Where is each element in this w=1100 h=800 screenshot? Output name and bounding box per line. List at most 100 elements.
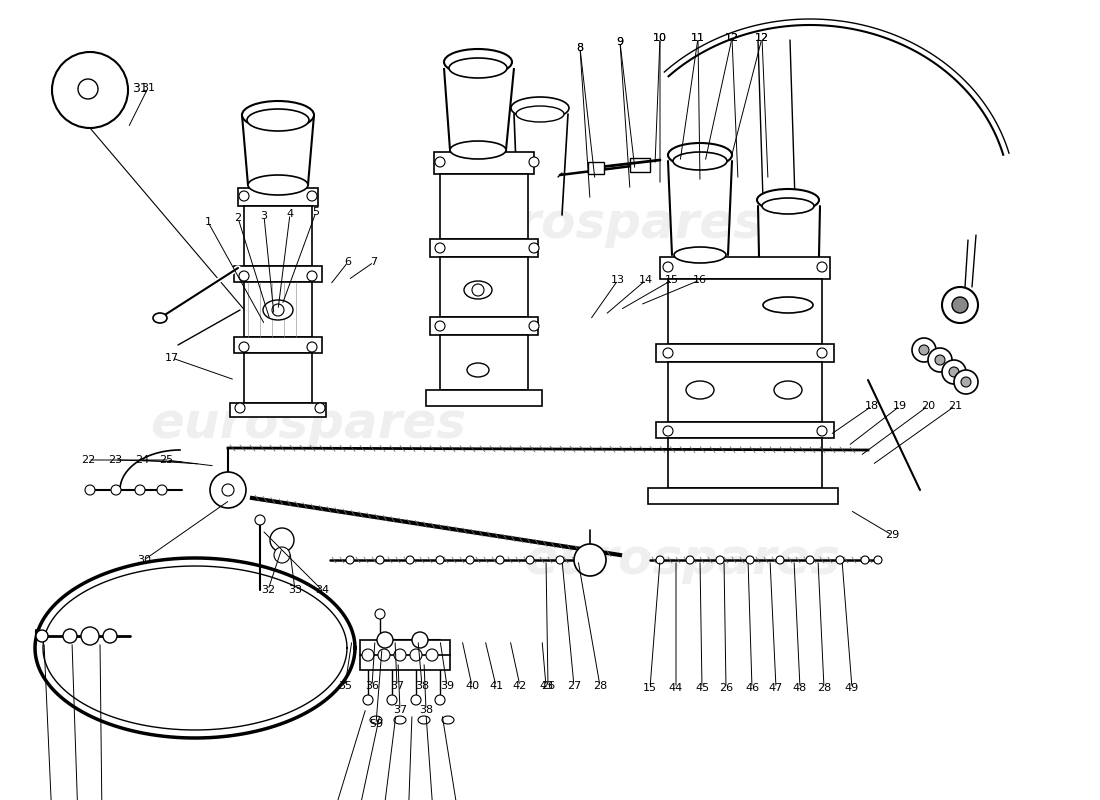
Circle shape — [239, 191, 249, 201]
Bar — [430, 317, 538, 335]
Circle shape — [85, 485, 95, 495]
Text: 10: 10 — [653, 33, 667, 43]
Ellipse shape — [762, 198, 814, 214]
Ellipse shape — [464, 281, 492, 299]
Circle shape — [63, 629, 77, 643]
Text: 32: 32 — [261, 585, 275, 595]
Ellipse shape — [442, 716, 454, 724]
Circle shape — [157, 485, 167, 495]
Circle shape — [942, 287, 978, 323]
Bar — [440, 335, 528, 390]
Circle shape — [81, 627, 99, 645]
Ellipse shape — [512, 97, 569, 119]
Text: 14: 14 — [639, 275, 653, 285]
Text: 39: 39 — [440, 681, 454, 691]
Circle shape — [663, 262, 673, 272]
Circle shape — [434, 157, 446, 167]
Circle shape — [315, 403, 324, 413]
Circle shape — [874, 556, 882, 564]
Circle shape — [222, 484, 234, 496]
Bar — [360, 640, 450, 670]
Text: 29: 29 — [884, 530, 899, 540]
Text: 31: 31 — [132, 82, 147, 94]
Circle shape — [103, 629, 117, 643]
Circle shape — [912, 338, 936, 362]
Bar — [426, 390, 542, 406]
Text: 59: 59 — [368, 719, 383, 729]
Circle shape — [663, 348, 673, 358]
Text: 34: 34 — [315, 585, 329, 595]
Circle shape — [574, 544, 606, 576]
Text: 43: 43 — [539, 681, 553, 691]
Circle shape — [472, 284, 484, 296]
Text: 26: 26 — [541, 681, 556, 691]
Bar — [440, 257, 528, 317]
Text: 15: 15 — [644, 683, 657, 693]
Bar — [234, 266, 322, 282]
Circle shape — [376, 556, 384, 564]
Circle shape — [466, 556, 474, 564]
Text: 17: 17 — [165, 353, 179, 363]
Ellipse shape — [370, 716, 382, 724]
Ellipse shape — [450, 141, 506, 159]
Text: 41: 41 — [488, 681, 503, 691]
Circle shape — [363, 695, 373, 705]
Circle shape — [270, 528, 294, 552]
Circle shape — [210, 472, 246, 508]
Text: 9: 9 — [616, 37, 624, 47]
Bar — [238, 188, 318, 206]
Text: 22: 22 — [81, 455, 95, 465]
Text: 2: 2 — [234, 213, 242, 223]
Bar — [244, 206, 312, 266]
Text: 47: 47 — [769, 683, 783, 693]
Circle shape — [346, 556, 354, 564]
Circle shape — [954, 370, 978, 394]
Text: 49: 49 — [845, 683, 859, 693]
Text: 8: 8 — [576, 43, 584, 53]
Circle shape — [52, 52, 128, 128]
Text: 37: 37 — [389, 681, 404, 691]
Circle shape — [239, 342, 249, 352]
Bar — [668, 279, 822, 344]
Text: 44: 44 — [669, 683, 683, 693]
Bar — [434, 152, 534, 174]
Text: 12: 12 — [755, 33, 769, 43]
Text: 42: 42 — [513, 681, 527, 691]
Bar — [630, 158, 650, 172]
Text: 30: 30 — [138, 555, 151, 565]
Text: 40: 40 — [465, 681, 480, 691]
Bar — [648, 488, 838, 504]
Circle shape — [556, 556, 564, 564]
Text: 24: 24 — [135, 455, 150, 465]
Circle shape — [918, 345, 930, 355]
Text: 18: 18 — [865, 401, 879, 411]
Circle shape — [307, 342, 317, 352]
Circle shape — [806, 556, 814, 564]
Ellipse shape — [449, 58, 507, 78]
Ellipse shape — [668, 143, 732, 167]
Ellipse shape — [686, 381, 714, 399]
Ellipse shape — [248, 109, 309, 131]
Bar — [430, 239, 538, 257]
Text: 12: 12 — [725, 33, 739, 43]
Circle shape — [746, 556, 754, 564]
Circle shape — [817, 348, 827, 358]
Circle shape — [529, 321, 539, 331]
Circle shape — [78, 79, 98, 99]
Bar — [656, 344, 834, 362]
Ellipse shape — [248, 175, 308, 195]
Circle shape — [377, 632, 393, 648]
Bar — [244, 353, 312, 403]
Bar — [234, 337, 322, 353]
Ellipse shape — [774, 381, 802, 399]
Ellipse shape — [674, 247, 726, 263]
Text: 31: 31 — [141, 83, 155, 93]
Text: 28: 28 — [593, 681, 607, 691]
Circle shape — [255, 515, 265, 525]
Circle shape — [961, 377, 971, 387]
Text: 33: 33 — [288, 585, 302, 595]
Circle shape — [434, 243, 446, 253]
Circle shape — [307, 191, 317, 201]
Text: 25: 25 — [158, 455, 173, 465]
Bar — [244, 282, 312, 337]
